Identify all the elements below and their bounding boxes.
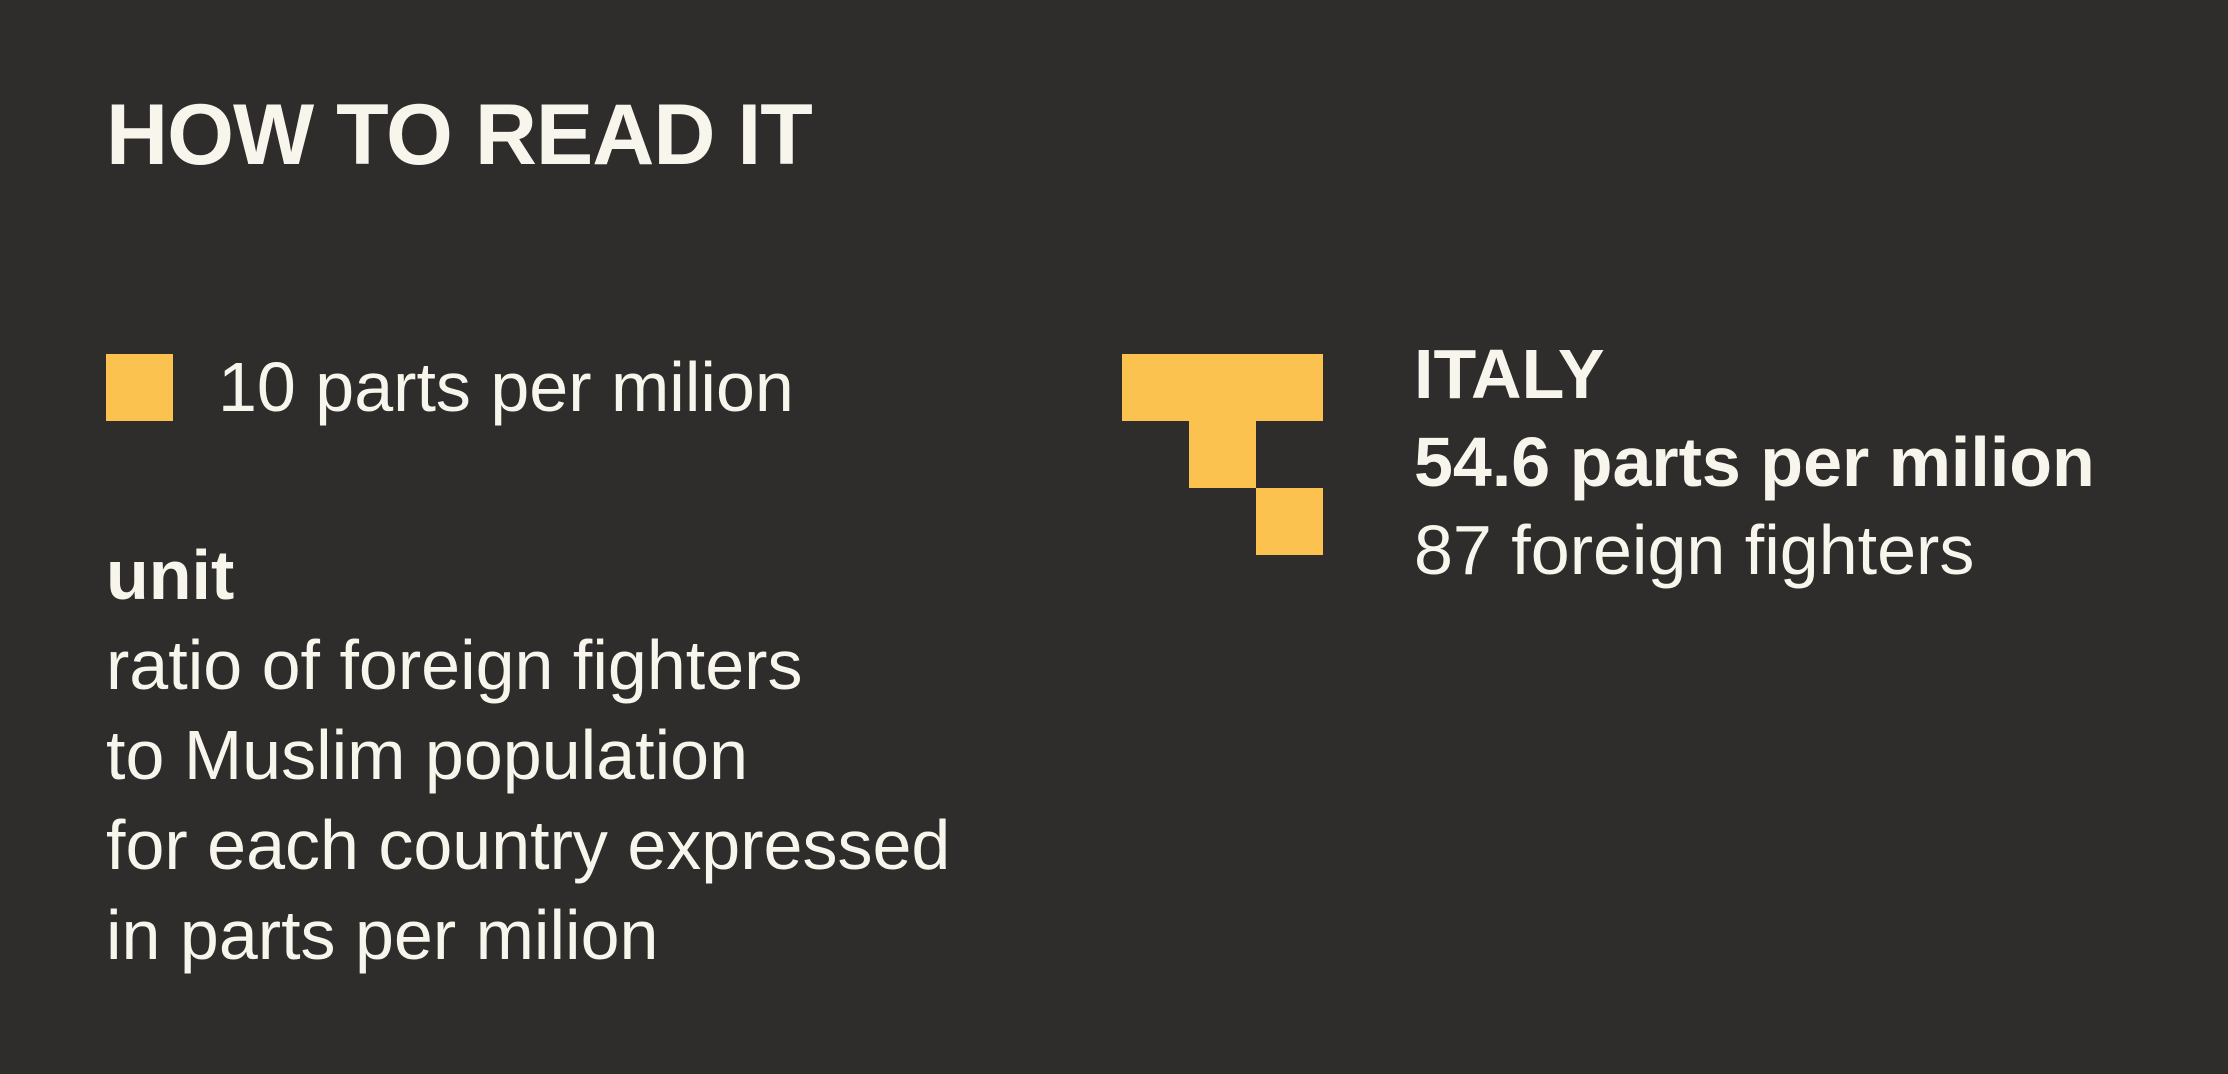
example-fighters: 87 foreign fighters [1414, 511, 1975, 589]
unit-line-2: to Muslim population [106, 716, 748, 794]
example-annotation: ITALY 54.6 parts per milion 87 foreign f… [1414, 330, 2095, 594]
page-title: HOW TO READ IT [106, 87, 813, 183]
unit-description: unit ratio of foreign fighters to Muslim… [106, 530, 950, 980]
example-country: ITALY [1414, 335, 1605, 413]
waffle-square [1122, 354, 1189, 421]
example-ratio: 54.6 parts per milion [1414, 423, 2095, 501]
unit-line-1: ratio of foreign fighters [106, 626, 803, 704]
waffle-square [1256, 354, 1323, 421]
example-waffle-glyph [1122, 354, 1323, 555]
unit-heading: unit [106, 536, 235, 614]
waffle-square [1189, 421, 1256, 488]
legend-square [106, 354, 173, 421]
waffle-square [1256, 488, 1323, 555]
unit-line-4: in parts per milion [106, 896, 659, 974]
unit-line-3: for each country expressed [106, 806, 951, 884]
legend-label: 10 parts per milion [218, 348, 794, 426]
waffle-square [1189, 354, 1256, 421]
